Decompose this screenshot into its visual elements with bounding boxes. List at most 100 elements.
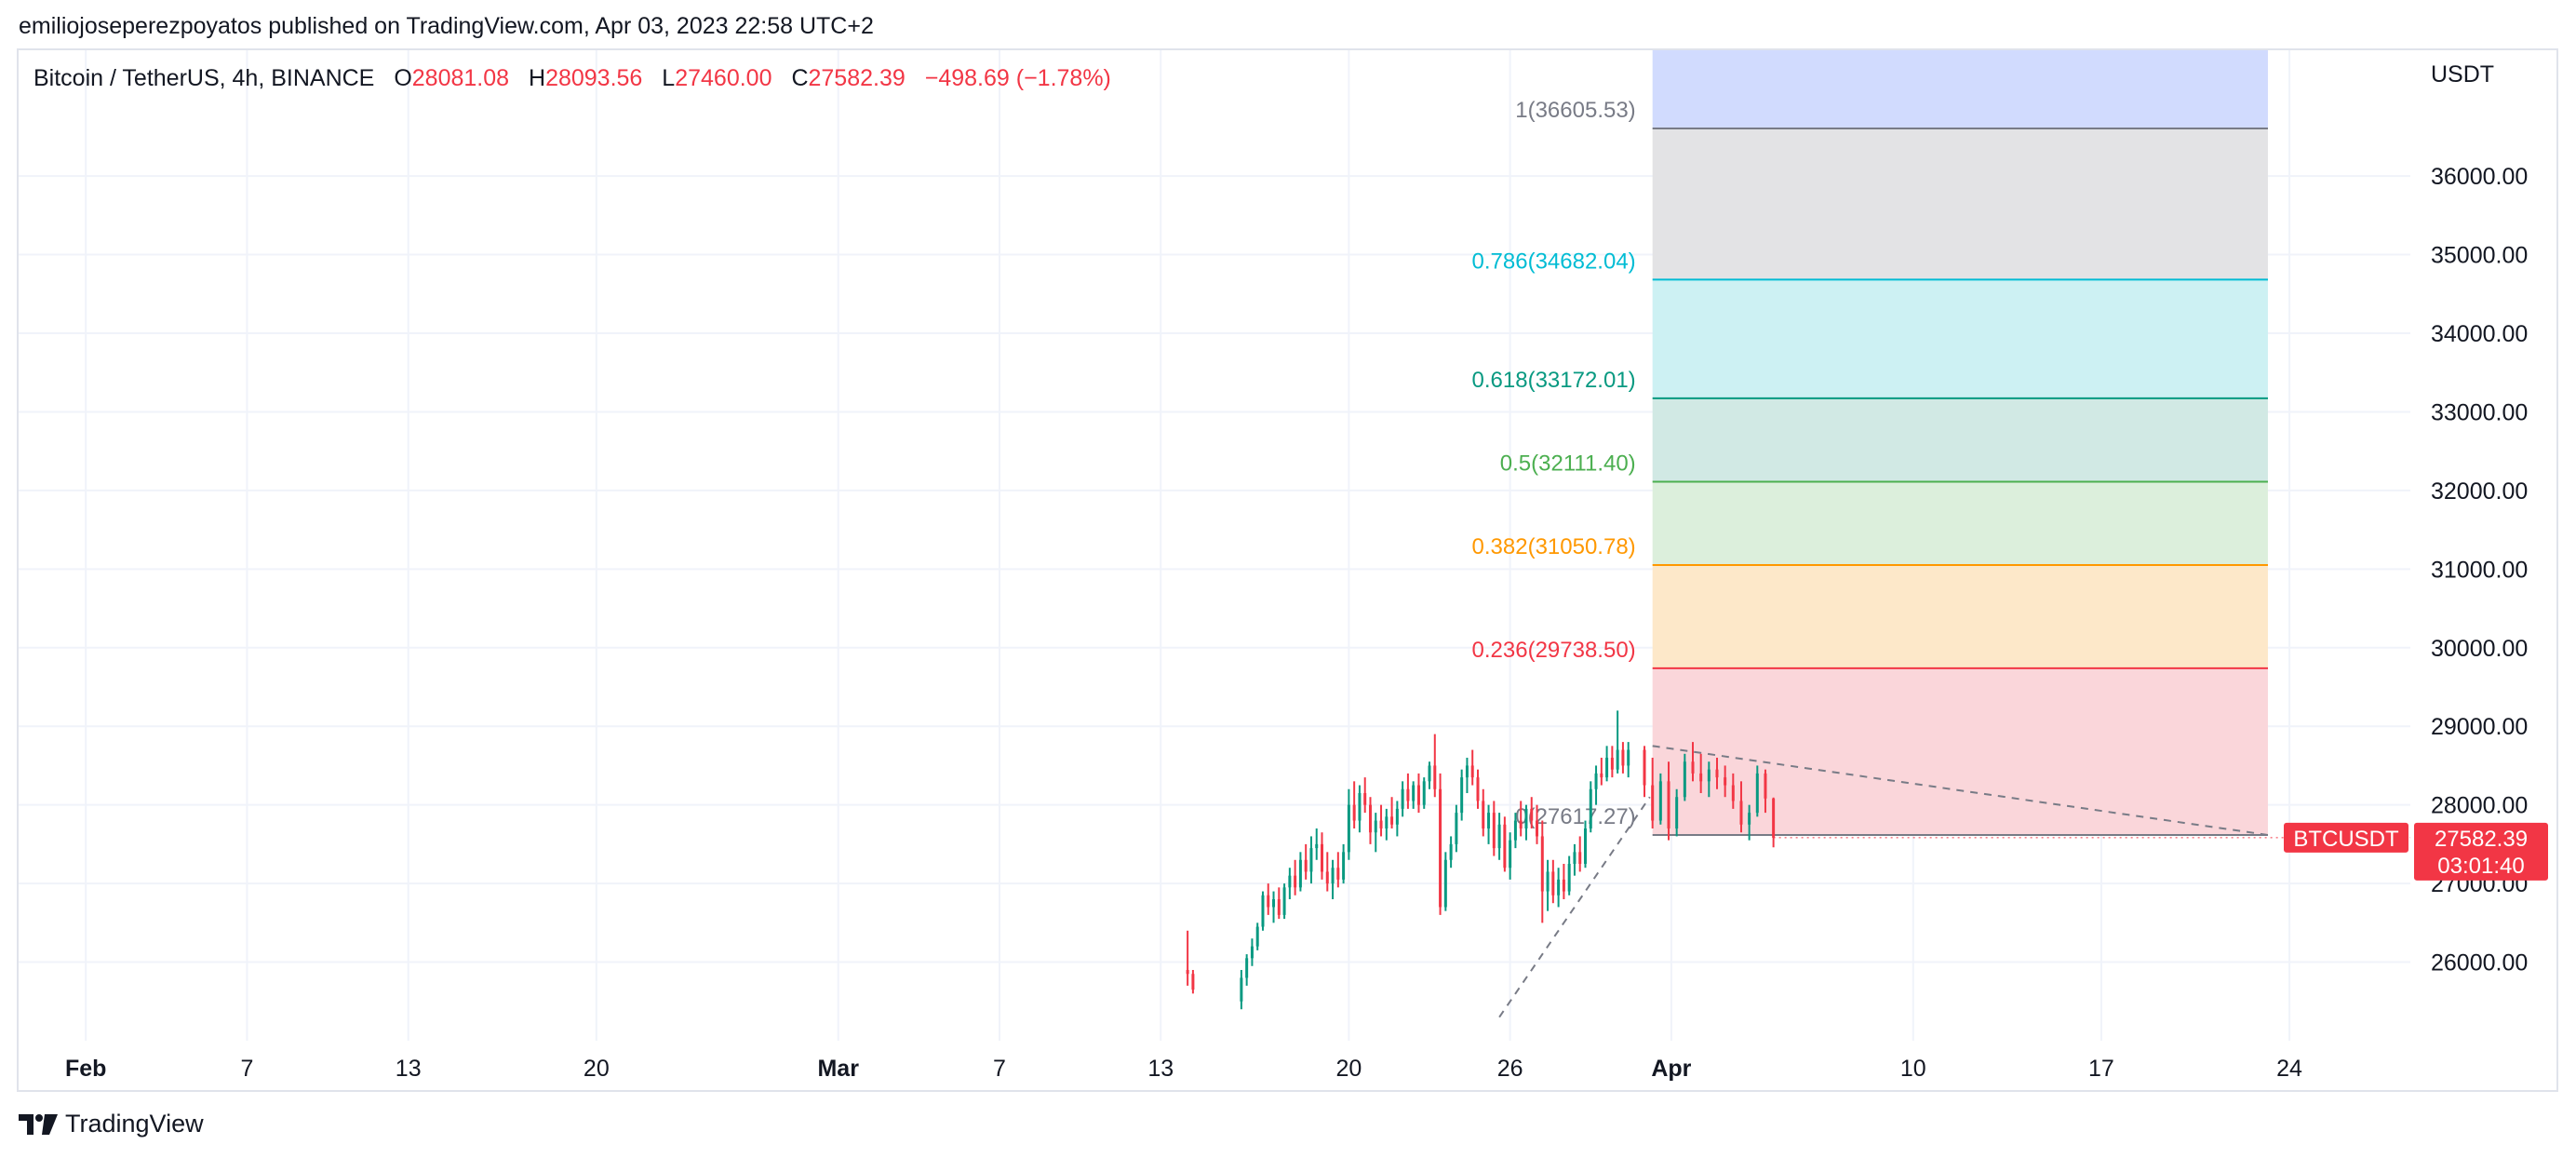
price-tick-label: 26000.00	[2431, 950, 2528, 976]
candle-body	[1519, 820, 1523, 828]
candle-body	[1352, 804, 1356, 821]
candle-body	[1267, 895, 1270, 908]
candle-body	[1342, 852, 1346, 880]
brand-name: TradingView	[65, 1110, 204, 1138]
candle-body	[1627, 749, 1630, 766]
candle-body	[1255, 926, 1259, 947]
time-tick-label: 17	[2088, 1056, 2114, 1082]
candle-body	[1707, 769, 1711, 782]
fib-level-label: 0.382(31050.78)	[1472, 534, 1636, 559]
fib-retracement: 1(36605.53) 0.786(34682.04) 0.618(33172.01…	[1472, 50, 2269, 1018]
low-label: L	[662, 65, 676, 91]
candle-body	[1748, 813, 1751, 825]
fib-level-label: 1(36605.53)	[1515, 98, 1635, 123]
price-tick-label: 33000.00	[2431, 399, 2528, 425]
candle-body	[1589, 788, 1592, 828]
candle-body	[1699, 773, 1703, 782]
candle-body	[1272, 899, 1276, 908]
time-tick-label: 13	[1147, 1056, 1174, 1082]
candle-body	[1731, 785, 1735, 801]
fib-level-label: 0.786(34682.04)	[1472, 249, 1636, 274]
candle-body	[1449, 843, 1453, 860]
candle-body	[1605, 758, 1609, 778]
candle-body	[1562, 879, 1565, 892]
time-tick-label: 7	[993, 1056, 1006, 1082]
time-tick-label: Feb	[65, 1056, 106, 1082]
fib-band	[1652, 128, 2268, 280]
footer-brand[interactable]: TradingView	[19, 1110, 204, 1138]
time-tick-label: 7	[240, 1056, 253, 1082]
time-tick-label: 10	[1900, 1056, 1926, 1082]
candle-body	[1476, 777, 1480, 801]
candle-body	[1401, 788, 1404, 809]
candle-body	[1288, 875, 1292, 888]
candle-body	[1557, 879, 1561, 895]
candle-body	[1347, 804, 1350, 853]
time-tick-label: Mar	[817, 1056, 859, 1082]
symbol-tag-bg	[2284, 822, 2408, 853]
high-value: 28093.56	[545, 65, 643, 91]
candle-body	[1245, 958, 1249, 978]
trend-line-dashed	[1498, 796, 1651, 1018]
candle-body	[1482, 801, 1485, 828]
candle-body	[1691, 761, 1695, 774]
candle-body	[1277, 899, 1281, 915]
candle-body	[1715, 769, 1719, 778]
fib-level-label: 0.5(32111.40)	[1500, 451, 1636, 476]
candle-body	[1658, 781, 1662, 821]
time-tick-label: 13	[396, 1056, 422, 1082]
candle-body	[1764, 773, 1767, 799]
candle-body	[1374, 820, 1377, 833]
candle-body	[1567, 864, 1571, 892]
candle-body	[1282, 887, 1286, 915]
candle-body	[1298, 859, 1302, 888]
fib-level-label: 0.618(33172.01)	[1472, 368, 1636, 393]
fib-band	[1652, 667, 2268, 835]
fib-band	[1652, 397, 2268, 482]
candle-body	[1683, 761, 1686, 798]
candle-body	[1524, 808, 1528, 828]
candle-body	[1439, 788, 1442, 908]
price-tick-label: 28000.00	[2431, 793, 2528, 819]
candle-body	[1395, 808, 1399, 825]
candle-body	[1546, 871, 1550, 892]
candle-body	[1321, 843, 1324, 872]
candle-body	[1621, 749, 1625, 766]
candle-body	[1643, 749, 1646, 786]
open-value: 28081.08	[411, 65, 510, 91]
last-price-tag-bg	[2414, 822, 2548, 881]
candle-body	[1186, 970, 1189, 975]
last-price-value: 27582.39	[2435, 827, 2528, 852]
fib-band	[1652, 50, 2268, 128]
open-label: O	[394, 65, 412, 91]
candle-body	[1385, 816, 1389, 828]
price-tick-label: 29000.00	[2431, 714, 2528, 740]
chart-frame[interactable]	[17, 48, 2558, 1092]
fib-level-label: 0.236(29738.50)	[1472, 638, 1636, 663]
candle-body	[1594, 773, 1598, 789]
candle-body	[1191, 974, 1195, 990]
candle-body	[1325, 871, 1329, 884]
candle-body	[1294, 875, 1297, 888]
candle-body	[1331, 868, 1335, 884]
candle-body	[1513, 820, 1517, 841]
candle-body	[1416, 785, 1420, 805]
price-tick-label: 34000.00	[2431, 321, 2528, 347]
candle-body	[1739, 801, 1743, 825]
bar-countdown: 03:01:40	[2437, 854, 2524, 879]
time-tick-label: 26	[1497, 1056, 1523, 1082]
candlestick-series	[1186, 710, 1776, 1010]
price-tick-label: 36000.00	[2431, 164, 2528, 190]
price-tick-label: 30000.00	[2431, 636, 2528, 662]
candle-body	[1304, 859, 1308, 872]
candle-body	[1755, 773, 1759, 814]
candle-body	[1651, 785, 1655, 821]
price-tick-label: 31000.00	[2431, 557, 2528, 583]
candle-body	[1315, 843, 1319, 849]
fib-band	[1652, 481, 2268, 566]
candle-body	[1412, 785, 1415, 801]
candle-body	[1616, 749, 1619, 770]
candle-body	[1379, 820, 1383, 828]
